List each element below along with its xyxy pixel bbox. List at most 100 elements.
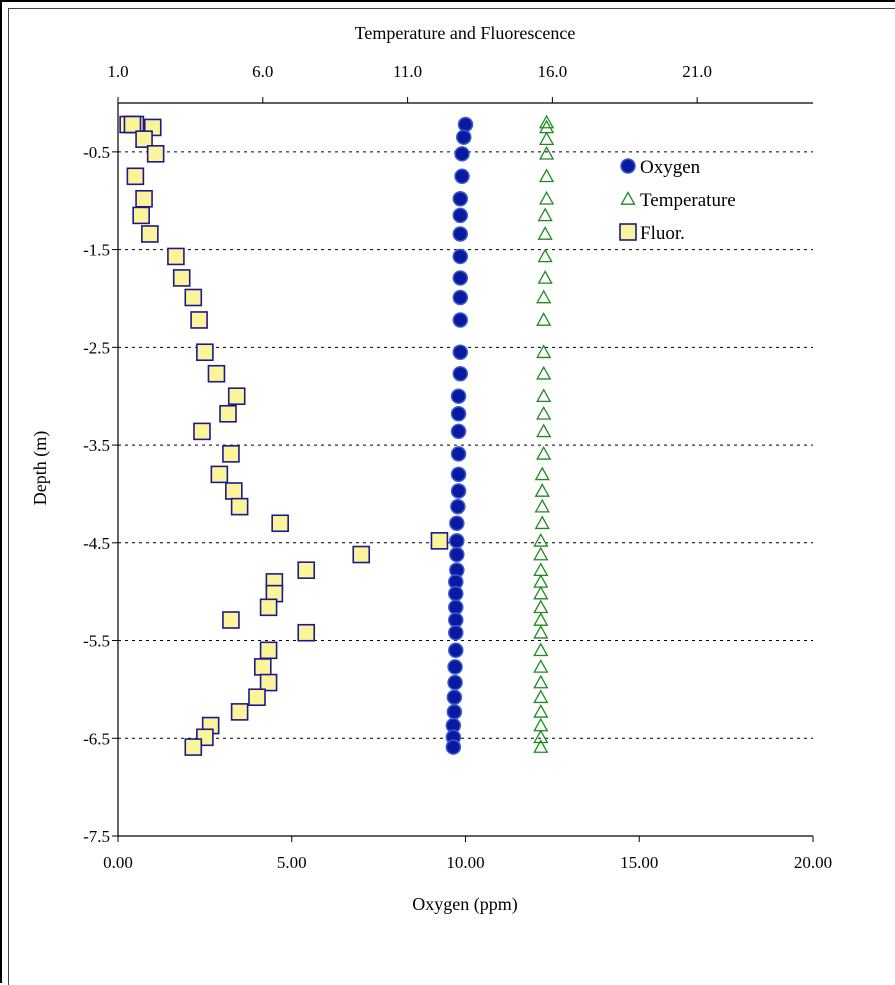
temperature-point: [533, 729, 549, 744]
oxygen-point: [452, 312, 469, 328]
top-tick-label: 6.0: [252, 62, 273, 81]
y-tick-label: -4.5: [83, 534, 110, 553]
oxygen-point: [452, 248, 469, 265]
y-tick-label: -3.5: [83, 436, 110, 455]
fluor-point: [132, 206, 150, 225]
fluor-point: [230, 497, 249, 516]
temperature-point: [533, 689, 549, 704]
fluor-point: [135, 189, 153, 208]
temperature-point: [536, 365, 552, 380]
temperature-point: [538, 131, 555, 146]
oxygen-point: [452, 365, 469, 382]
fluor-point: [225, 482, 243, 500]
oxygen-point: [452, 207, 469, 224]
oxygen-point: [448, 599, 464, 616]
top-tick-label: 11.0: [393, 62, 422, 81]
temperature-point: [538, 145, 555, 160]
top-tick-label: 21.0: [682, 62, 712, 81]
oxygen-point: [446, 689, 463, 705]
top-tick-label: 1.0: [107, 62, 128, 81]
fluor-point: [271, 514, 289, 533]
oxygen-point: [448, 612, 464, 628]
x-tick-label: 15.00: [620, 853, 658, 872]
fluor-point: [430, 532, 449, 550]
temperature-point: [534, 466, 550, 481]
fluor-point: [259, 673, 278, 692]
fluor-point: [193, 422, 211, 441]
fluor-point: [135, 130, 153, 148]
fluor-point: [196, 343, 214, 362]
data-marks: [119, 114, 555, 756]
oxygen-point: [454, 146, 470, 162]
temperature-point: [536, 405, 552, 420]
oxygen-point: [452, 226, 469, 242]
fluor-point: [123, 115, 142, 134]
fluor-point: [259, 598, 278, 617]
oxygen-point: [452, 270, 469, 286]
oxygen-point: [447, 659, 463, 675]
x-tick-label: 20.00: [794, 853, 832, 872]
temperature-point: [538, 168, 555, 183]
fluor-point: [141, 225, 159, 243]
temperature-point: [534, 515, 550, 530]
x-tick-label: 0.00: [103, 853, 133, 872]
oxygen-point: [448, 642, 464, 659]
fluor-point: [352, 545, 371, 564]
temperature-point: [536, 312, 552, 326]
fluor-point: [248, 688, 266, 707]
legend-label-oxygen: Oxygen: [640, 157, 701, 178]
temperature-point: [533, 659, 549, 673]
temperature-point: [533, 624, 549, 639]
top-tick-label: 16.0: [538, 62, 568, 81]
y-tick-label: -1.5: [83, 241, 110, 260]
fluor-point: [219, 404, 237, 423]
temperature-point: [533, 717, 549, 732]
oxygen-point: [450, 466, 467, 483]
oxygen-point: [450, 406, 467, 422]
temperature-point: [533, 674, 549, 689]
temperature-point: [534, 483, 550, 497]
oxygen-point: [448, 624, 464, 641]
fluor-point: [190, 311, 208, 329]
temperature-point: [533, 704, 549, 718]
temperature-point: [533, 642, 549, 657]
temperature-point: [536, 289, 552, 304]
legend-marker-fluor: [619, 223, 637, 241]
fluor-point: [230, 703, 249, 721]
temperature-point: [537, 270, 553, 284]
oxygen-point: [445, 739, 462, 755]
temperature-point: [538, 119, 555, 134]
legend-label-temperature: Temperature: [640, 190, 736, 211]
temperature-point: [534, 498, 550, 513]
oxygen-point: [450, 446, 467, 462]
temperature-point: [533, 599, 549, 614]
oxygen-point: [450, 483, 467, 499]
y-tick-label: -0.5: [83, 143, 110, 162]
fluor-point: [297, 623, 316, 642]
temperature-point: [536, 388, 552, 403]
y-tick-label: -2.5: [83, 338, 110, 357]
fluor-point: [227, 387, 246, 406]
fluor-point: [146, 145, 165, 163]
oxygen-point: [450, 423, 467, 440]
oxygen-point: [449, 515, 465, 532]
figure-inner-frame: [8, 8, 895, 985]
fluor-point: [126, 167, 145, 186]
temperature-point: [537, 226, 553, 240]
fluor-point: [253, 658, 272, 676]
oxygen-point: [449, 533, 465, 549]
temperature-point: [537, 248, 553, 263]
fluor-point: [184, 288, 203, 307]
oxygen-point: [452, 191, 469, 207]
legend-marker-oxygen: [620, 158, 636, 174]
fluor-point: [172, 269, 191, 287]
x-axis-title: Oxygen (ppm): [412, 894, 517, 915]
temperature-point: [538, 190, 555, 205]
temperature-point: [533, 574, 549, 588]
temperature-point: [533, 585, 549, 600]
oxygen-point: [446, 704, 463, 720]
oxygen-point: [450, 388, 467, 404]
y-axis-title: Depth (m): [30, 431, 51, 505]
